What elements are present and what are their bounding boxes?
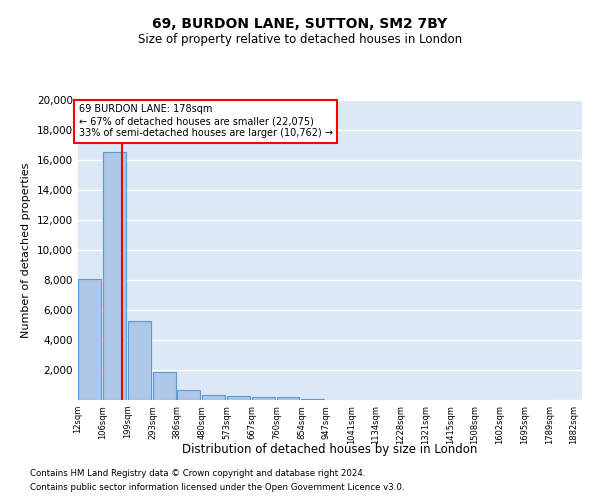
Text: Contains HM Land Registry data © Crown copyright and database right 2024.: Contains HM Land Registry data © Crown c… bbox=[30, 468, 365, 477]
Text: Size of property relative to detached houses in London: Size of property relative to detached ho… bbox=[138, 32, 462, 46]
Bar bbox=[128, 320, 151, 400]
Bar bbox=[177, 390, 200, 400]
Bar bbox=[252, 397, 275, 400]
Y-axis label: Number of detached properties: Number of detached properties bbox=[22, 162, 31, 338]
Bar bbox=[103, 152, 126, 400]
Bar bbox=[152, 372, 176, 400]
Bar bbox=[301, 399, 325, 400]
Text: Distribution of detached houses by size in London: Distribution of detached houses by size … bbox=[182, 444, 478, 456]
Text: 69, BURDON LANE, SUTTON, SM2 7BY: 69, BURDON LANE, SUTTON, SM2 7BY bbox=[152, 18, 448, 32]
Bar bbox=[277, 398, 299, 400]
Text: 69 BURDON LANE: 178sqm
← 67% of detached houses are smaller (22,075)
33% of semi: 69 BURDON LANE: 178sqm ← 67% of detached… bbox=[79, 104, 332, 138]
Bar bbox=[202, 395, 225, 400]
Bar bbox=[227, 396, 250, 400]
Bar bbox=[78, 278, 101, 400]
Text: Contains public sector information licensed under the Open Government Licence v3: Contains public sector information licen… bbox=[30, 484, 404, 492]
